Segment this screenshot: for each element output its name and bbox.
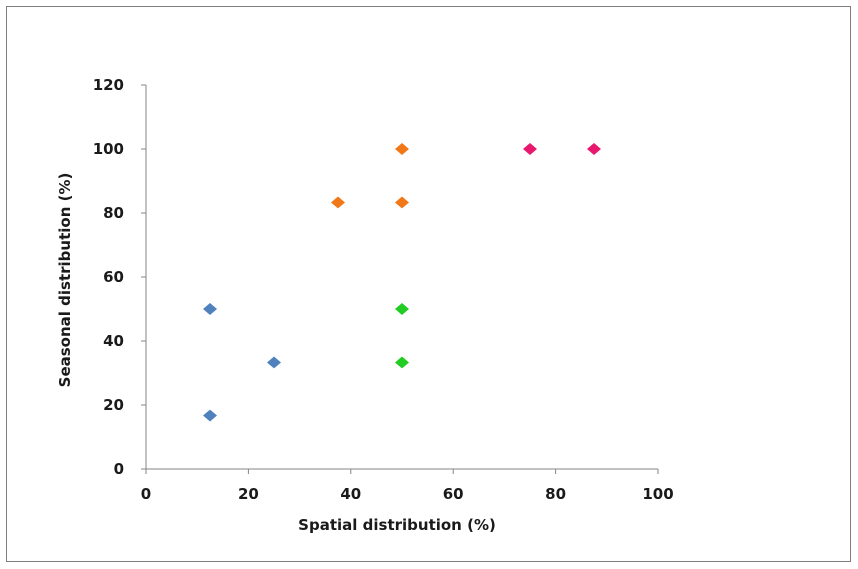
y-tick-label: 100 [93, 140, 124, 158]
x-tick-label: 100 [642, 485, 673, 503]
x-tick-label: 20 [238, 485, 259, 503]
data-point-series-3 [395, 303, 409, 315]
y-tick-label: 120 [93, 76, 124, 94]
y-axis-ticks: 0 20 40 60 80 100 120 [93, 76, 146, 478]
data-point-series-2 [331, 196, 345, 209]
data-point-series-2 [395, 196, 409, 209]
x-tick-label: 40 [340, 485, 361, 503]
data-point-series-1 [267, 356, 281, 369]
x-tick-label: 80 [545, 485, 566, 503]
y-tick-label: 0 [114, 460, 124, 478]
x-tick-label: 60 [443, 485, 464, 503]
data-point-series-4 [587, 143, 601, 155]
data-point-series-3 [395, 356, 409, 369]
axes [145, 85, 658, 470]
y-tick-label: 40 [103, 332, 124, 350]
data-points [203, 143, 601, 422]
data-point-series-1 [203, 303, 217, 315]
x-axis-title: Spatial distribution (%) [298, 516, 496, 534]
data-point-series-4 [523, 143, 537, 155]
y-axis-title: Seasonal distribution (%) [56, 173, 74, 388]
data-point-series-2 [395, 143, 409, 155]
y-tick-label: 20 [103, 396, 124, 414]
x-axis-ticks: 0 20 40 60 80 100 [141, 469, 674, 503]
x-tick-label: 0 [141, 485, 151, 503]
y-tick-label: 60 [103, 268, 124, 286]
data-point-series-1 [203, 409, 217, 422]
y-tick-label: 80 [103, 204, 124, 222]
